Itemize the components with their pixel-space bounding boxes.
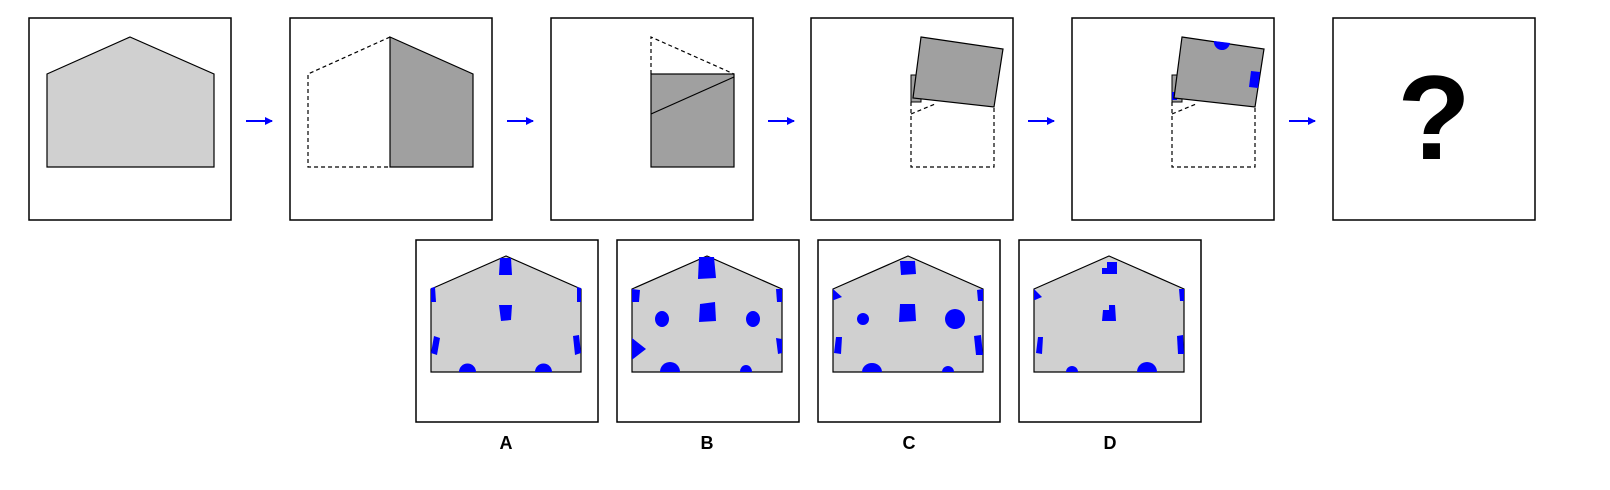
paper-sheet [46, 36, 215, 168]
folded-away-outline [910, 103, 936, 115]
folded-away-outline [1171, 103, 1197, 115]
hole-pattern [833, 261, 983, 372]
step-4-panel [810, 17, 1014, 221]
question-mark: ? [1397, 51, 1470, 185]
option-b[interactable]: B [616, 239, 800, 453]
folded-away-outline [650, 36, 735, 75]
hole-pattern [431, 258, 581, 372]
folded-paper [1173, 36, 1265, 108]
folded-away-outline [307, 36, 391, 168]
option-label: A [500, 433, 513, 453]
option-label: D [1104, 433, 1117, 453]
panel-frame [1332, 17, 1536, 221]
hole-pattern [632, 257, 782, 372]
option-c[interactable]: C [817, 239, 1001, 453]
step-2-panel [289, 17, 493, 221]
folded-paper [389, 36, 474, 168]
punched-hole [1249, 71, 1260, 88]
folded-away-outline [910, 102, 995, 168]
step-1-panel [28, 17, 232, 221]
folded-away-outline [1171, 102, 1256, 168]
hole-pattern [1034, 262, 1184, 372]
step-5-panel [1071, 17, 1275, 221]
folded-paper [650, 73, 735, 168]
question-panel: ? [1332, 17, 1536, 221]
step-3-panel [550, 17, 754, 221]
option-d[interactable]: D [1018, 239, 1202, 453]
punched-hole [1213, 41, 1230, 51]
option-a[interactable]: A [415, 239, 599, 453]
option-label: C [903, 433, 916, 453]
option-label: B [701, 433, 714, 453]
fold-edge [650, 76, 735, 115]
folded-paper [912, 36, 1004, 108]
